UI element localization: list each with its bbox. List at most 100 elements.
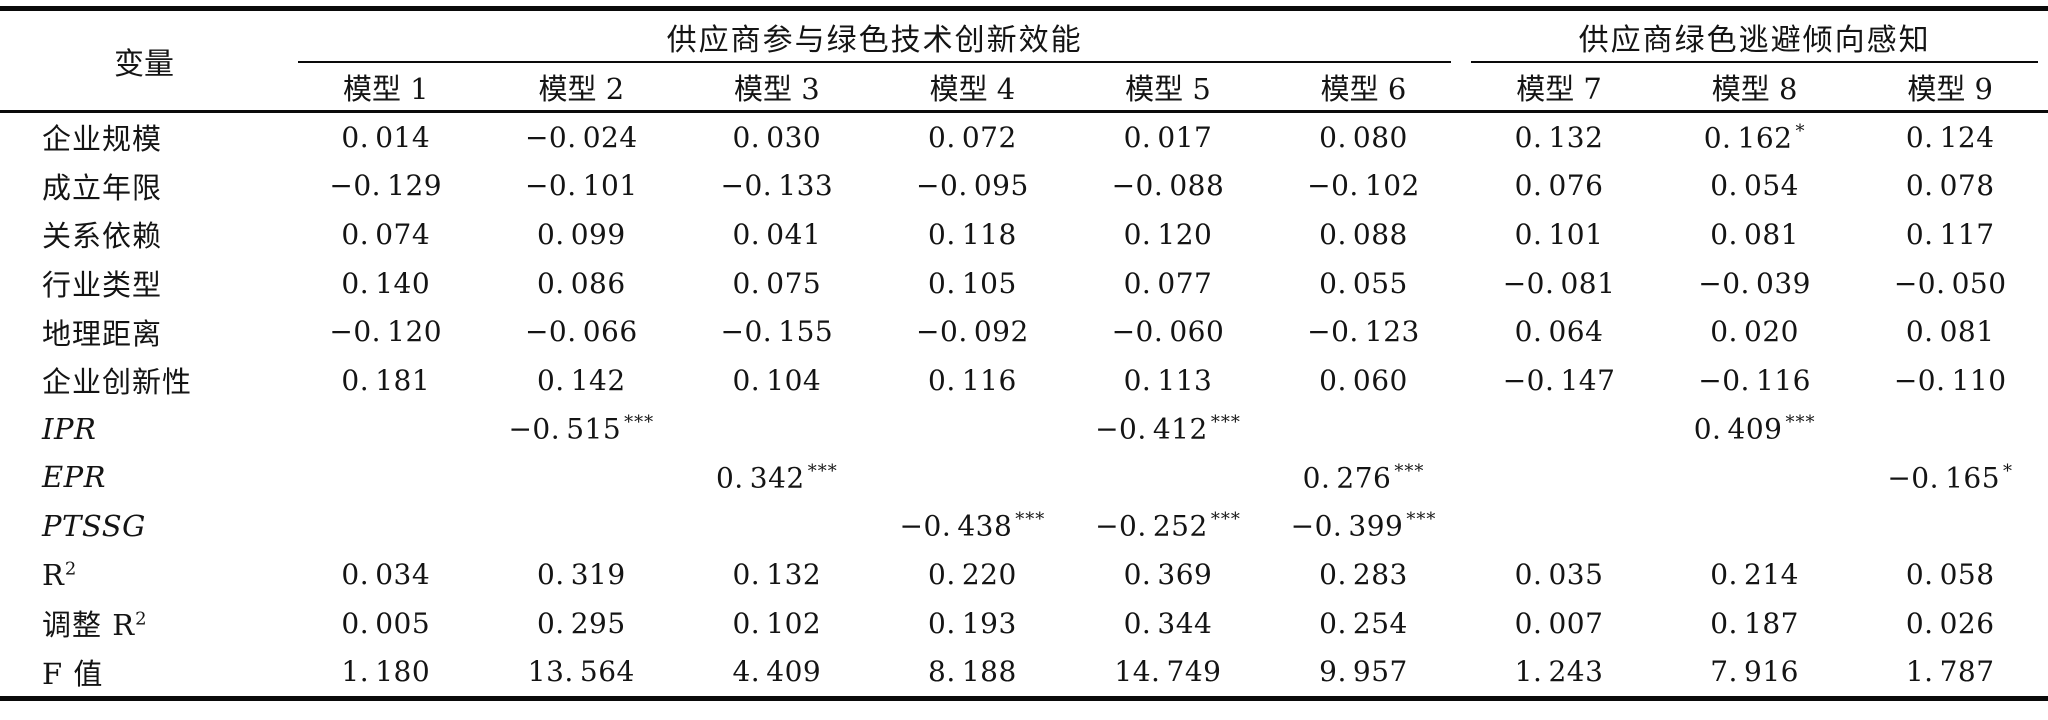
value-cell: 4. 409: [679, 648, 875, 699]
column-header-model-1: 模型 1: [288, 63, 484, 113]
value-cell: 0. 020: [1657, 307, 1853, 356]
value-cell: [1266, 405, 1462, 454]
coefficient-value: 0. 081: [1710, 217, 1799, 251]
row-label: PTSSG: [42, 509, 146, 544]
coefficient-value: −0. 081: [1502, 266, 1616, 300]
group-header-innovation-efficacy: 供应商参与绿色技术创新效能: [288, 9, 1461, 64]
value-cell: 0. 276 ***: [1266, 453, 1462, 502]
group-header-green-evasion: 供应商绿色逃避倾向感知: [1461, 9, 2048, 64]
value-cell: 0. 060: [1266, 356, 1462, 405]
value-cell: 0. 105: [875, 259, 1071, 308]
coefficient-value: 0. 072: [928, 120, 1017, 154]
value-cell: −0. 515 ***: [484, 405, 680, 454]
coefficient-value: 0. 077: [1123, 266, 1213, 300]
value-cell: 0. 283: [1266, 550, 1462, 599]
column-header-model-7: 模型 7: [1461, 63, 1657, 113]
coefficient-value: 0. 162: [1703, 120, 1793, 154]
coefficient-value: 0. 105: [928, 266, 1017, 300]
value-cell: 0. 055: [1266, 259, 1462, 308]
value-cell: 0. 120: [1070, 210, 1266, 259]
value-cell: 0. 005: [288, 599, 484, 648]
value-cell: 0. 078: [1852, 162, 2048, 211]
value-cell: 0. 220: [875, 550, 1071, 599]
value-cell: −0. 412 ***: [1070, 405, 1266, 454]
table-row: PTSSG −0. 438 *** −0. 252 *** −0. 399 ***: [0, 502, 2048, 551]
coefficient-value: 0. 220: [928, 558, 1017, 592]
coefficient-value: −0. 120: [329, 315, 443, 349]
significance-stars: *: [1795, 120, 1806, 142]
coefficient-value: −0. 092: [916, 315, 1029, 349]
coefficient-value: 0. 099: [536, 217, 626, 251]
coefficient-value: −0. 412: [1095, 412, 1208, 446]
paper-page: 变量 供应商参与绿色技术创新效能 供应商绿色逃避倾向感知 模型 1 模型 2 模型 …: [0, 6, 2048, 702]
value-cell: 0. 080: [1266, 112, 1462, 162]
value-cell: [288, 502, 484, 551]
value-cell: −0. 129: [288, 162, 484, 211]
value-cell: −0. 165 *: [1852, 453, 2048, 502]
coefficient-value: 0. 104: [732, 363, 822, 397]
value-cell: 1. 243: [1461, 648, 1657, 699]
value-cell: −0. 060: [1070, 307, 1266, 356]
coefficient-value: −0. 399: [1290, 509, 1404, 543]
value-cell: 0. 142: [484, 356, 680, 405]
value-cell: 0. 099: [484, 210, 680, 259]
significance-stars: ***: [624, 412, 655, 434]
coefficient-value: 0. 187: [1710, 606, 1799, 640]
significance-stars: ***: [1394, 460, 1425, 482]
table-row: F 值 1. 180 13. 564 4. 409 8. 188 14. 749 9. 95…: [0, 648, 2048, 699]
coefficient-value: 0. 118: [928, 217, 1017, 251]
coefficient-value: 0. 132: [1514, 120, 1604, 154]
row-label: 关系依赖: [42, 219, 163, 254]
value-cell: −0. 123: [1266, 307, 1462, 356]
value-cell: 0. 014: [288, 112, 484, 162]
value-cell: 0. 295: [484, 599, 680, 648]
coefficient-value: −0. 133: [720, 169, 834, 203]
coefficient-value: 0. 124: [1905, 120, 1995, 154]
table-row: 行业类型 0. 140 0. 086 0. 075 0. 105 0. 077 0. 055…: [0, 259, 2048, 308]
value-cell: 0. 214: [1657, 550, 1853, 599]
coefficient-value: 0. 214: [1710, 558, 1799, 592]
coefficient-value: 0. 369: [1123, 558, 1213, 592]
value-cell: 0. 132: [679, 550, 875, 599]
value-cell: −0. 399 ***: [1266, 502, 1462, 551]
coefficient-value: 9. 957: [1319, 655, 1408, 689]
significance-stars: ***: [807, 460, 838, 482]
value-cell: 0. 054: [1657, 162, 1853, 211]
coefficient-value: 0. 086: [536, 266, 626, 300]
value-cell: 0. 074: [288, 210, 484, 259]
coefficient-value: −0. 165: [1887, 461, 2001, 495]
coefficient-value: 0. 054: [1710, 169, 1799, 203]
table-row: 企业规模 0. 014 −0. 024 0. 030 0. 072 0. 017 0. 08…: [0, 112, 2048, 162]
table-row: R2 0. 034 0. 319 0. 132 0. 220 0. 369 0. 283 0.…: [0, 550, 2048, 599]
value-cell: 7. 916: [1657, 648, 1853, 699]
coefficient-value: −0. 129: [329, 169, 443, 203]
value-cell: 0. 162 *: [1657, 112, 1853, 162]
value-cell: 9. 957: [1266, 648, 1462, 699]
significance-stars: *: [2003, 460, 2014, 482]
coefficient-value: 13. 564: [527, 655, 635, 689]
significance-stars: ***: [1210, 412, 1241, 434]
coefficient-value: 0. 319: [536, 558, 626, 592]
coefficient-value: 0. 060: [1319, 363, 1408, 397]
value-cell: 0. 041: [679, 210, 875, 259]
value-cell: 8. 188: [875, 648, 1071, 699]
value-cell: −0. 110: [1852, 356, 2048, 405]
value-cell: 0. 113: [1070, 356, 1266, 405]
row-label-superscript: 2: [135, 608, 147, 630]
row-label: 地理距离: [42, 316, 163, 351]
value-cell: [1461, 502, 1657, 551]
value-cell: 0. 086: [484, 259, 680, 308]
coefficient-value: 0. 132: [732, 558, 822, 592]
coefficient-value: 0. 409: [1693, 412, 1783, 446]
model-header-row: 模型 1 模型 2 模型 3 模型 4 模型 5 模型 6 模型 7 模型 8 模型 9: [0, 63, 2048, 113]
group-header-row: 变量 供应商参与绿色技术创新效能 供应商绿色逃避倾向感知: [0, 8, 2048, 113]
column-header-model-9: 模型 9: [1852, 63, 2048, 113]
row-label: IPR: [42, 411, 97, 446]
table-body: 企业规模 0. 014 −0. 024 0. 030 0. 072 0. 017 0. 08…: [0, 112, 2048, 699]
coefficient-value: 0. 101: [1514, 217, 1604, 251]
significance-stars: ***: [1406, 509, 1437, 531]
value-cell: −0. 092: [875, 307, 1071, 356]
coefficient-value: 0. 140: [341, 266, 431, 300]
coefficient-value: 0. 020: [1710, 315, 1799, 349]
row-label: F 值: [42, 656, 104, 691]
